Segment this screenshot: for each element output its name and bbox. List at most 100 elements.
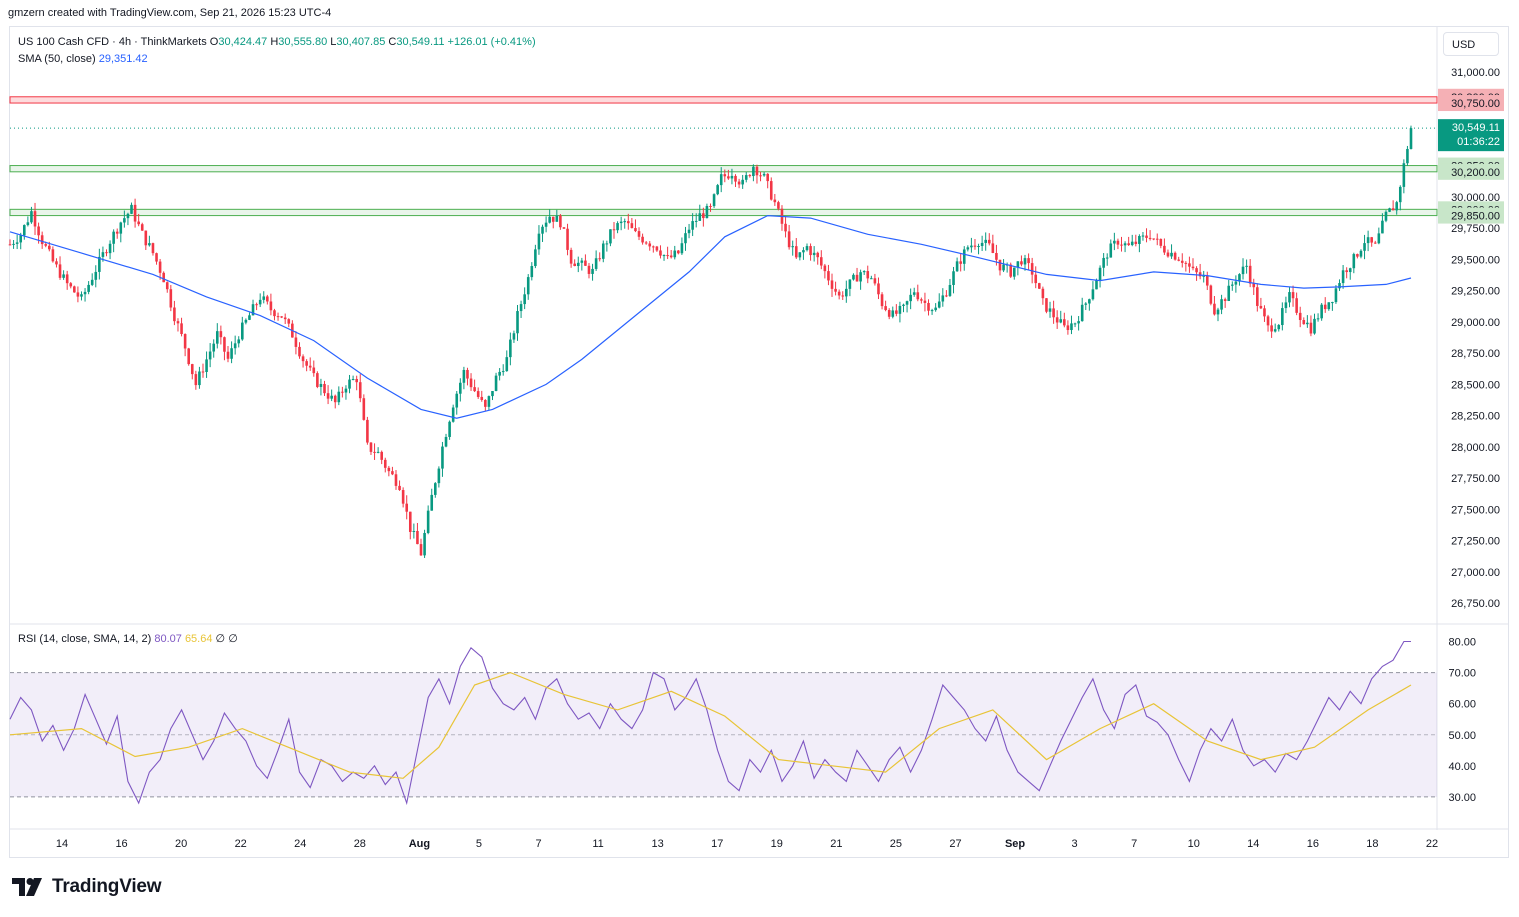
candle-body	[198, 371, 201, 386]
candle-body	[834, 288, 837, 292]
currency-button[interactable]: USD	[1443, 32, 1499, 56]
candle-body	[773, 199, 777, 203]
candle-body	[287, 319, 291, 324]
candle-body	[316, 373, 319, 387]
candle-body	[644, 242, 648, 244]
rsi-tick-label: 70.00	[1448, 668, 1476, 680]
candle-body	[1256, 287, 1259, 306]
candle-body	[862, 271, 866, 273]
time-tick-label: 7	[1131, 838, 1137, 850]
time-tick-label: 28	[354, 838, 366, 850]
candle-body	[1270, 325, 1273, 332]
rsi-legend[interactable]: RSI (14, close, SMA, 14, 2) 80.07 65.64 …	[18, 632, 238, 645]
candle-body	[1059, 319, 1063, 323]
candle-body	[1406, 148, 1409, 164]
candle-body	[598, 258, 602, 260]
candle-body	[530, 266, 534, 278]
candle-body	[333, 395, 337, 403]
candle-body	[487, 396, 491, 407]
candle-body	[1320, 304, 1323, 319]
candle-body	[694, 220, 698, 222]
candle-body	[576, 262, 580, 267]
candle-body	[144, 230, 148, 246]
candle-body	[719, 174, 723, 186]
candle-body	[183, 334, 187, 349]
candle-body	[1034, 274, 1038, 284]
candle-body	[984, 239, 987, 243]
candle-body	[22, 225, 26, 236]
candle-body	[430, 494, 434, 511]
candle-body	[391, 471, 394, 475]
candle-body	[995, 252, 998, 260]
symbol-legend[interactable]: US 100 Cash CFD · 4h · ThinkMarkets O30,…	[18, 36, 536, 48]
candle-body	[1116, 240, 1120, 245]
candle-body	[173, 307, 176, 322]
candle-body	[1038, 283, 1041, 289]
candle-body	[83, 291, 87, 295]
candle-body	[819, 257, 823, 266]
brand-logo[interactable]: TradingView	[12, 876, 162, 898]
candle-body	[1306, 322, 1309, 325]
candle-body	[176, 321, 180, 324]
candle-body	[1302, 320, 1306, 325]
candle-body	[26, 222, 30, 226]
rsi-tick-label: 50.00	[1448, 730, 1476, 742]
candle-body	[1209, 285, 1213, 304]
candle-body	[355, 378, 358, 383]
candle-body	[705, 205, 709, 219]
rsi-tick-label: 60.00	[1448, 699, 1476, 711]
sma-value: 29,351.42	[98, 53, 148, 65]
sma-legend[interactable]: SMA (50, close) 29,351.42	[18, 53, 148, 65]
candle-body	[133, 204, 137, 222]
candle-body	[669, 255, 673, 258]
candle-body	[859, 272, 862, 282]
candle-body	[69, 283, 73, 287]
candle-body	[841, 295, 845, 297]
candle-body	[1002, 264, 1005, 271]
candle-body	[837, 291, 841, 296]
candle-body	[855, 274, 859, 282]
price-tick-label: 29,500.00	[1451, 254, 1500, 266]
time-tick-label: 5	[476, 838, 482, 850]
candle-body	[1277, 325, 1281, 330]
candle-body	[1388, 208, 1391, 212]
candle-body	[702, 213, 705, 219]
time-tick-label: 27	[949, 838, 961, 850]
tradingview-logo-icon	[12, 878, 42, 896]
candle-body	[358, 382, 362, 399]
candle-body	[326, 393, 330, 399]
candle-body	[380, 451, 383, 460]
rsi-sma-line	[9, 671, 1412, 779]
candle-body	[580, 260, 584, 263]
candle-body	[1259, 305, 1263, 309]
rsi-sma-value: 65.64	[184, 633, 213, 645]
candle-body	[684, 233, 687, 244]
price-tick-label: 29,750.00	[1451, 223, 1500, 235]
candle-body	[752, 166, 755, 177]
candle-body	[609, 229, 612, 244]
candle-body	[423, 532, 426, 556]
candle-body	[1027, 258, 1030, 264]
brand-name: TradingView	[52, 876, 162, 897]
resistance-low-label-bg	[1438, 95, 1504, 112]
candle-body	[945, 295, 948, 297]
candle-body	[476, 391, 480, 397]
candle-body	[387, 467, 391, 472]
candle-body	[1159, 238, 1163, 246]
resistance-low-label: 30,750.00	[1451, 98, 1500, 110]
candle-body	[616, 223, 619, 231]
candle-body	[870, 278, 873, 280]
candle-body	[698, 213, 702, 221]
candle-body	[1295, 298, 1298, 313]
candle-body	[1012, 267, 1016, 277]
candle-body	[1341, 270, 1345, 284]
candle-body	[534, 249, 537, 267]
symbol-name: US 100 Cash CFD · 4h · ThinkMarkets	[18, 36, 207, 48]
chart-frame	[9, 26, 1509, 858]
candle-body	[498, 371, 501, 376]
candle-body	[630, 223, 634, 229]
candle-body	[1288, 292, 1291, 303]
time-tick-label: 25	[890, 838, 902, 850]
candle-body	[909, 294, 912, 302]
